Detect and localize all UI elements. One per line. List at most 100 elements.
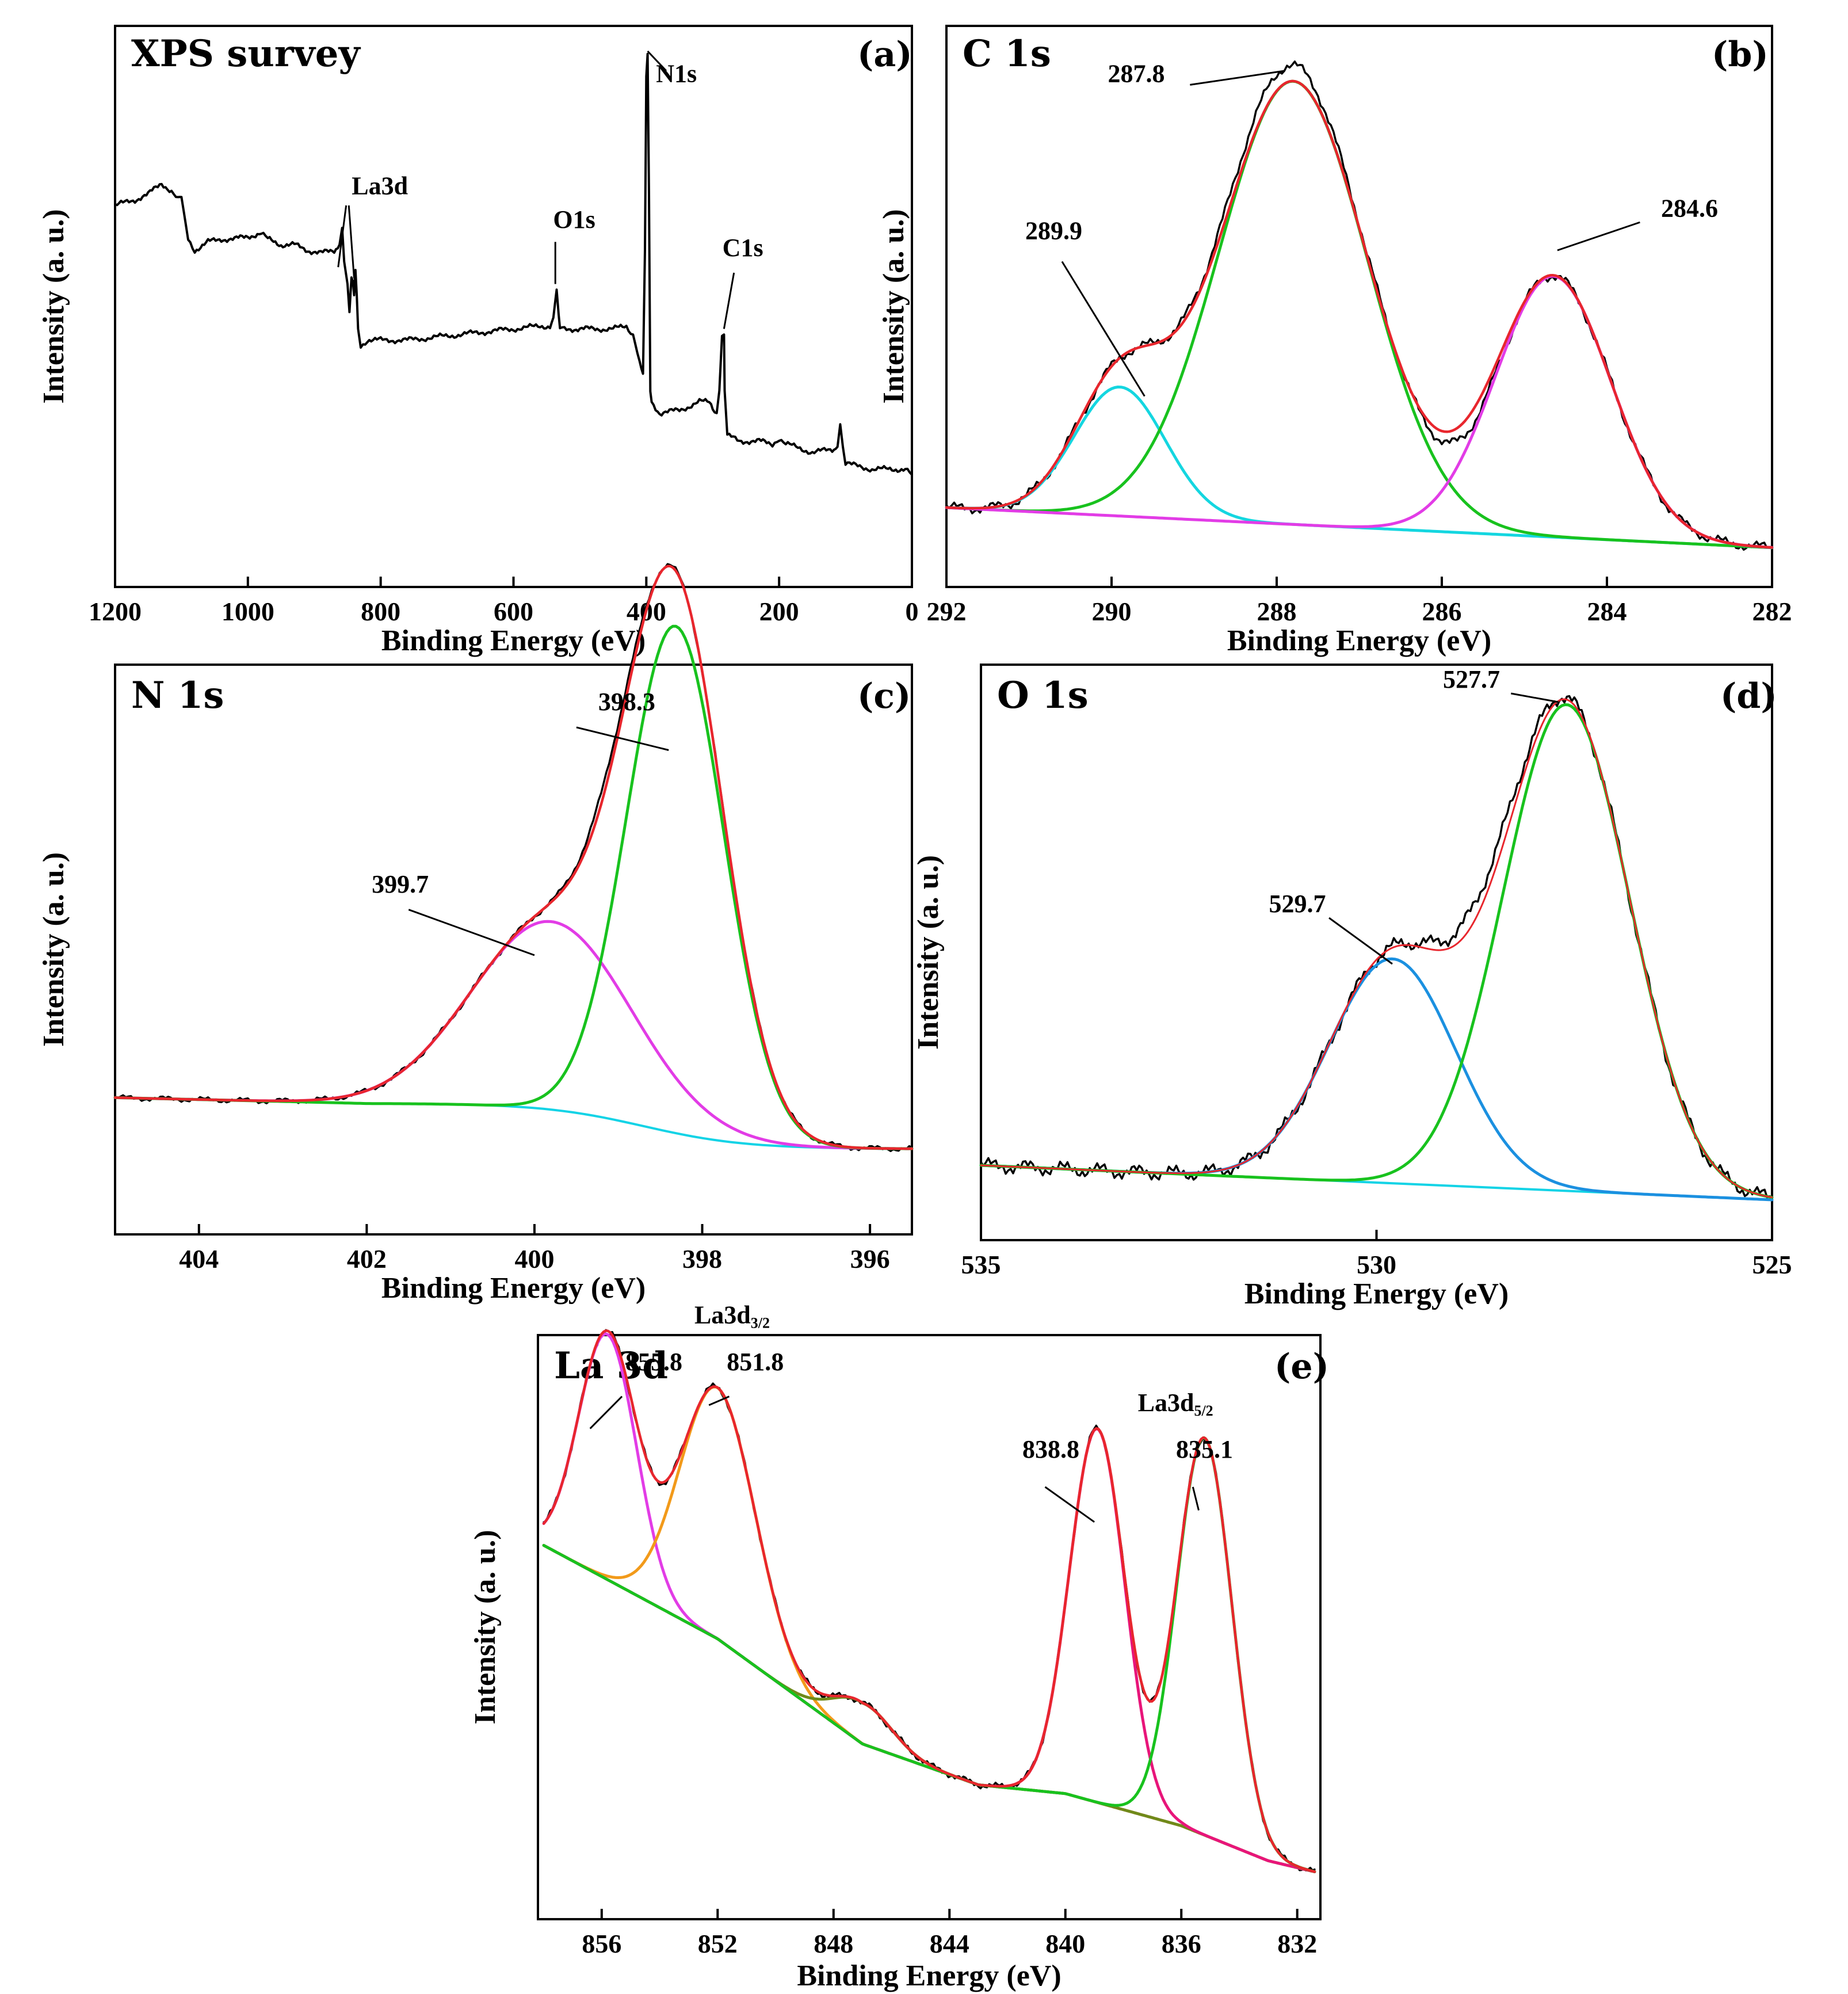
curves — [945, 60, 1774, 551]
peak-label: 527.7 — [1443, 665, 1500, 693]
curves — [979, 695, 1774, 1202]
panel-c: 404 402 400 398 396 Binding Energy (eV) Intens… — [37, 563, 914, 1305]
fit-envelope-line — [542, 1329, 1316, 1873]
fit-component-287.8 — [945, 79, 1774, 550]
x-tick-label: 848 — [814, 1929, 853, 1958]
x-axis-label: Binding Energy (eV) — [797, 1959, 1061, 1992]
x-tick-label: 840 — [1045, 1929, 1085, 1958]
background-line — [543, 1544, 1316, 1873]
panel-label: (c) — [857, 676, 911, 716]
leader-line — [1510, 692, 1559, 703]
fit-component-398.3 — [113, 624, 914, 1150]
x-tick-label: 290 — [1092, 597, 1132, 626]
leader-line — [1061, 261, 1146, 397]
peak-label: La3d — [352, 172, 408, 200]
x-tick-label: 282 — [1752, 597, 1792, 626]
panel-title: La 3d — [554, 1344, 668, 1387]
fit-component-527.7 — [979, 703, 1774, 1199]
y-axis-label: Intensity (a. u.) — [877, 209, 910, 403]
survey-spectrum-line — [114, 52, 913, 476]
x-tick-label: 530 — [1357, 1250, 1396, 1279]
x-tick-label: 402 — [347, 1244, 387, 1274]
panel-title: XPS survey — [131, 32, 361, 75]
peak-label: La3d3/2 — [694, 1301, 770, 1332]
leader-line — [408, 909, 535, 956]
plot-frame — [114, 25, 913, 588]
leader-line — [1044, 1486, 1095, 1523]
x-tick-label: 404 — [179, 1244, 219, 1274]
fit-component-835.1 — [542, 1436, 1316, 1873]
fit-component-284.6 — [945, 274, 1774, 549]
x-tick-label: 832 — [1277, 1929, 1317, 1958]
panel-label: (d) — [1720, 676, 1777, 716]
peak-label: 284.6 — [1661, 195, 1718, 223]
x-tick-label: 284 — [1587, 597, 1627, 626]
peak-label: 399.7 — [372, 870, 429, 898]
x-tick-label: 852 — [698, 1929, 738, 1958]
x-tick-label: 525 — [1752, 1250, 1792, 1279]
y-axis-label: Intensity (a. u.) — [37, 209, 70, 403]
panel-label: (b) — [1712, 35, 1769, 75]
curves — [113, 563, 914, 1152]
x-tick-label: 800 — [361, 597, 400, 626]
leader-line — [647, 50, 667, 72]
raw-spectrum-line — [980, 695, 1773, 1199]
peak-label: 851.8 — [727, 1348, 784, 1376]
peak-label-subscript: 5/2 — [1194, 1402, 1213, 1419]
x-tick-label: 856 — [582, 1929, 621, 1958]
panel-label: (a) — [857, 35, 912, 75]
x-axis-label: Binding Energy (eV) — [381, 624, 646, 657]
leader-line — [723, 272, 735, 329]
x-tick-label: 398 — [682, 1244, 722, 1274]
x-tick-label: 292 — [927, 597, 967, 626]
y-axis-label: Intensity (a. u.) — [912, 855, 945, 1050]
x-tick-label: 288 — [1257, 597, 1297, 626]
fit-envelope-line — [980, 698, 1773, 1199]
peak-label: O1s — [553, 205, 595, 234]
leader-line — [589, 1396, 623, 1429]
panel-d: 535 530 525 Binding Energy (eV) Intensity (a… — [912, 664, 1792, 1310]
fit-component-529.7 — [979, 957, 1774, 1202]
leader-line — [576, 726, 669, 751]
y-axis-label: Intensity (a. u.) — [37, 852, 70, 1047]
panel-b: 292 290 288 286 284 282 Binding Energy (eV) Int… — [877, 25, 1792, 657]
fit-envelope-line — [945, 79, 1774, 549]
peak-label: 287.8 — [1108, 60, 1165, 88]
leader-line — [1328, 917, 1393, 965]
x-tick-label: 0 — [906, 597, 919, 626]
panel-title: C 1s — [963, 32, 1051, 75]
plot-frame — [537, 1334, 1322, 1920]
x-tick-label: 844 — [930, 1929, 969, 1958]
peak-label: 838.8 — [1022, 1435, 1079, 1463]
panel-title: N 1s — [131, 674, 224, 717]
leader-line — [337, 205, 348, 268]
peak-label: 835.1 — [1176, 1435, 1233, 1463]
x-tick-label: 286 — [1422, 597, 1462, 626]
x-axis-label: Binding Energy (eV) — [1244, 1278, 1509, 1310]
x-axis-label: Binding Energy (eV) — [381, 1272, 646, 1305]
x-tick-label: 396 — [850, 1244, 890, 1274]
peak-label-subscript: 3/2 — [751, 1315, 770, 1332]
x-tick-label: 836 — [1162, 1929, 1201, 1958]
leader-line — [708, 1396, 730, 1406]
peak-label: 855.8 — [625, 1348, 682, 1376]
x-tick-label: 1000 — [222, 597, 274, 626]
plot-frame — [945, 25, 1773, 588]
peak-label: 529.7 — [1269, 890, 1326, 918]
fit-envelope-line — [113, 565, 914, 1150]
peak-label: C1s — [723, 234, 763, 262]
x-tick-label: 400 — [514, 1244, 554, 1274]
leader-line — [348, 205, 355, 279]
leader-line — [1190, 70, 1285, 86]
fit-component-289.9 — [945, 386, 1774, 550]
x-tick-label: 1200 — [89, 597, 142, 626]
curves — [542, 1329, 1316, 1874]
x-tick-label: 600 — [494, 597, 533, 626]
peak-label: 289.9 — [1025, 217, 1082, 245]
panel-label: (e) — [1274, 1347, 1329, 1387]
peak-label: La3d5/2 — [1138, 1389, 1213, 1419]
x-tick-label: 200 — [759, 597, 799, 626]
curves — [114, 52, 913, 476]
plot-frame — [114, 664, 913, 1236]
